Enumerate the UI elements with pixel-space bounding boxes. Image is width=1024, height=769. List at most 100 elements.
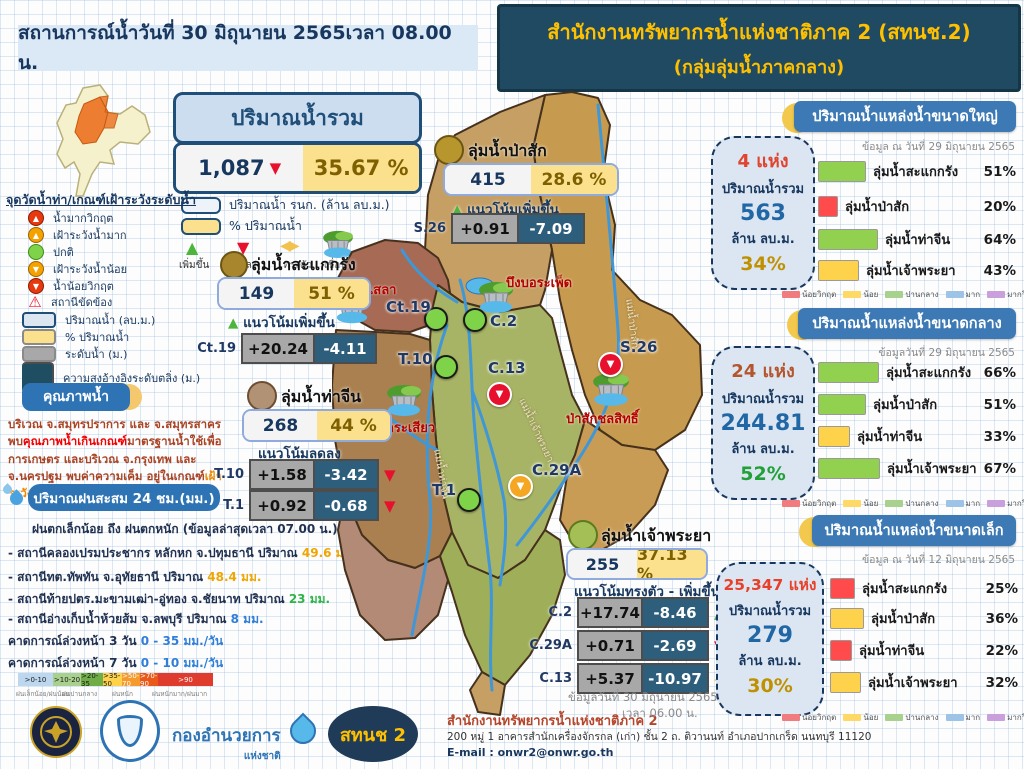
levels-legend: น้อยวิกฤต น้อย ปานกลาง มาก มากวิกฤต	[782, 711, 1024, 724]
report-date-text: สถานการณ์น้ำวันที่ 30 มิถุนายน 2565เวลา …	[18, 22, 452, 74]
trend-stable-icon: ◀▶	[280, 238, 299, 254]
bar-value: 67%	[983, 460, 1016, 477]
stnch2-logo: สทนช 2	[328, 706, 418, 762]
bar-label: ลุ่มน้ำท่าจีน	[859, 644, 925, 659]
legend-chip	[945, 714, 964, 721]
legend-item: มาก	[945, 711, 980, 724]
bar	[830, 672, 861, 693]
onwr-drop-logo	[100, 700, 160, 762]
bar-label: ลุ่มน้ำป่าสัก	[845, 200, 910, 215]
total-volume-cell: 1,087 ▼	[176, 145, 304, 191]
basin-name: ลุ่มน้ำสะแกกรัง	[251, 255, 356, 274]
station-marker-c2	[463, 308, 487, 332]
rain-forecast-7day: คาดการณ์ล่วงหน้า 7 วัน 0 - 10 มม./วัน	[8, 656, 224, 670]
bar-label: ลุ่มน้ำเจ้าพระยา	[868, 676, 958, 691]
legend-label: น้อยวิกฤต	[802, 499, 837, 508]
footer-org-title: สำนักงานทรัพยากรน้ำแห่งชาติภาค 2	[447, 714, 658, 729]
legend-label: น้อย	[863, 713, 879, 722]
legend-chip	[843, 714, 862, 721]
section-title: ปริมาณน้ำแหล่งน้ำขนาดใหญ่	[812, 109, 998, 125]
station-row: C.13 +5.37 -10.97 ◀▶	[522, 663, 735, 694]
total-volume-title: ปริมาณน้ำรวม	[231, 105, 364, 130]
bank-height: -2.69	[643, 630, 709, 661]
total-volume-pct: 35.67 %	[303, 145, 419, 191]
station-code: C.13	[539, 671, 572, 686]
rain-forecast-3day: คาดการณ์ล่วงหน้า 3 วัน 0 - 35 มม./วัน	[8, 634, 224, 648]
rain-accumulation-button[interactable]: ปริมาณฝนสะสม 24 ชม.(มม.)	[28, 484, 220, 511]
bar-label: ลุ่มน้ำป่าสัก	[873, 398, 938, 413]
water-drop-icon	[117, 715, 143, 747]
legend-item: ระดับน้ำ (ม.)	[22, 345, 127, 363]
total-volume: 244.81	[720, 411, 806, 436]
basin-values-chaophraya: 255 37.13 %	[566, 548, 708, 580]
section-date: ข้อมูล ณ วันที่ 12 มิถุนายน 2565	[861, 554, 1015, 566]
level-box-icon	[22, 346, 56, 362]
basin-values-pasak: 415 28.6 %	[443, 163, 619, 196]
legend-chip	[782, 291, 800, 298]
station-code: S.26	[413, 221, 446, 236]
station-marker-c29a: ▼	[508, 474, 533, 499]
reservoir-bar-row: ลุ่มน้ำเจ้าพระยา 43%	[818, 260, 1018, 281]
legend-label: มากวิกฤต	[1007, 290, 1024, 299]
legend-item: น้อย	[843, 711, 878, 724]
legend-item: มากวิกฤต	[987, 497, 1024, 510]
station-code: Ct.19	[197, 341, 236, 356]
total-label: ปริมาณน้ำรวม	[721, 182, 805, 197]
dam-icon	[590, 372, 632, 410]
legend-item: ปานกลาง	[885, 711, 939, 724]
water-level: +0.92	[249, 490, 315, 521]
station-marker-c13: ▼	[487, 382, 512, 407]
station-marker-t1	[457, 488, 481, 512]
water-level: +0.71	[577, 630, 643, 661]
thailand-minimap-icon	[56, 84, 151, 197]
rain-report-item: - สถานีคลองเปรมประชากร หลักหก จ.ปทุมธานี…	[8, 546, 357, 560]
legend-chip	[885, 500, 904, 507]
bar-value: 32%	[985, 674, 1018, 691]
legend-label: น้อยวิกฤต	[802, 290, 837, 299]
org-title-line2: (กลุ่มลุ่มน้ำภาคกลาง)	[673, 56, 845, 78]
total-volume-value: 1,087	[198, 156, 265, 180]
basin-pct: 44 %	[317, 411, 390, 440]
stnch2-logo-text: สทนช 2	[339, 724, 407, 746]
basin-pct: 37.13 %	[637, 550, 706, 578]
legend-label: ปกติ	[53, 246, 74, 259]
footer-email: E-mail : onwr2@onwr.go.th	[447, 746, 614, 759]
total-volume: 563	[740, 201, 786, 226]
station-label: C.13	[488, 359, 526, 377]
legend-chip	[945, 500, 964, 507]
scale-bin: >50-70	[122, 671, 140, 688]
bar	[830, 578, 855, 599]
legend-item: ▲ น้ำมากวิกฤต	[28, 209, 113, 227]
bar-value: 22%	[985, 642, 1018, 659]
legend-label: มาก	[965, 499, 981, 508]
legend-item: ปกติ	[28, 243, 74, 261]
watch-high-icon: ▲	[28, 227, 44, 243]
basin-name: ลุ่มน้ำเจ้าพระยา	[601, 526, 712, 545]
levels-legend: น้อยวิกฤต น้อย ปานกลาง มาก มากวิกฤต	[782, 288, 1024, 301]
legend-item: น้อย	[843, 288, 878, 301]
trend-stable-label: ทรงตัว	[283, 260, 312, 271]
bar-label: ลุ่มน้ำสะแกกรัง	[873, 165, 959, 180]
bar-label: ลุ่มน้ำท่าจีน	[857, 430, 923, 445]
legend-item: ปริมาณน้ำ (ลบ.ม.)	[22, 311, 155, 329]
bar-label: ลุ่มน้ำเจ้าพระยา	[866, 264, 956, 279]
reservoir-bar-row: ลุ่มน้ำสะแกกรัง 66%	[818, 362, 1018, 383]
percent-box-icon	[22, 329, 56, 345]
total-label: ปริมาณน้ำรวม	[721, 392, 805, 407]
basin-volume: 268	[244, 411, 317, 440]
water-quality-button[interactable]: คุณภาพน้ำ	[22, 383, 130, 411]
scale-bin: >90	[158, 673, 213, 686]
total-pct: 52%	[740, 463, 786, 485]
legend-item: น้อยวิกฤต	[782, 288, 836, 301]
bar-value: 33%	[983, 428, 1016, 445]
bank-height: -0.68	[315, 490, 379, 521]
bar	[830, 640, 852, 661]
legend-label: ปานกลาง	[905, 713, 939, 722]
water-command-line2: แห่งชาติ	[243, 751, 281, 762]
station-label: T.10	[398, 350, 433, 368]
station-fault-icon: ⚠	[28, 293, 42, 311]
section-header-small: ปริมาณน้ำแหล่งน้ำขนาดเล็ก	[812, 515, 1016, 546]
bank-height: -8.46	[643, 597, 709, 628]
map-data-time: เวลา 06.00 น.	[622, 706, 698, 720]
basin-volume: 415	[445, 165, 531, 194]
